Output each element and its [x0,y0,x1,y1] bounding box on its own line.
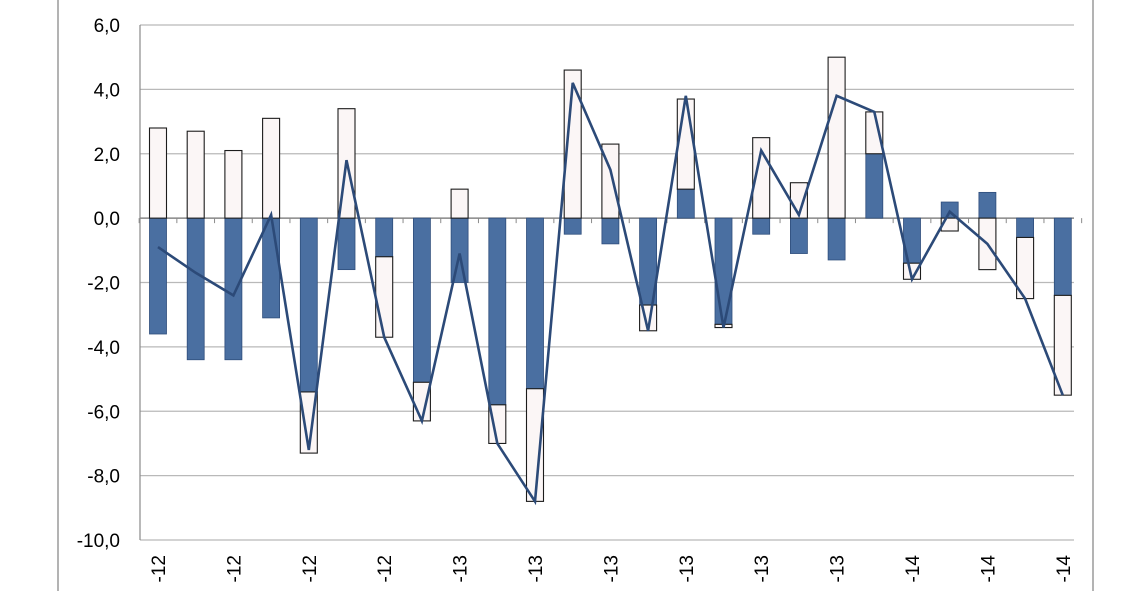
x-tick-label: -12 [375,555,396,582]
gridlines [140,24,1074,541]
x-tick-label: -13 [601,555,622,582]
bar-series-2 [186,130,205,219]
bar-series-1 [1016,217,1034,238]
x-tick-label: -13 [526,555,547,582]
x-tick-label: -14 [1054,555,1075,583]
x-tick-label: -13 [677,555,698,582]
trend-line-series [157,82,1065,506]
bar-series-1 [601,217,620,245]
bar-series-1 [526,217,544,390]
y-tick-label: 0,0 [94,209,120,230]
x-tick-label: -14 [903,555,924,583]
x-tick-label: -13 [451,555,472,582]
bar-series-1 [337,217,356,271]
bar-series-1 [676,188,695,219]
bar-series-2 [450,188,469,219]
bar-series-1 [262,217,281,319]
bar-series-1 [827,217,846,261]
bar-series-1 [1053,217,1072,296]
bar-series-2 [148,127,168,219]
bar-series-2 [563,69,582,219]
bar-series-1 [149,217,167,335]
bar-series-1 [412,217,431,383]
bar-series-2 [224,149,243,219]
bar-series-1 [375,217,394,258]
bar-series-1 [752,217,771,235]
bar-series-1 [450,217,469,283]
x-tick-label: -12 [300,555,321,582]
x-tick-label: -12 [149,555,170,582]
bar-series-1 [224,217,243,361]
bar-series-1 [790,217,808,254]
line-series-path [157,82,1065,506]
bar-series-1 [563,217,582,235]
bars [148,56,1072,502]
bar-series-1 [186,217,205,361]
y-tick-label: -8,0 [87,467,120,488]
x-tick-label: -12 [224,555,245,582]
x-tick-label: -14 [978,555,999,583]
y-tick-label: 4,0 [94,80,120,101]
x-tick-label: -13 [752,555,773,582]
bar-series-1 [978,191,997,219]
y-tick-label: -10,0 [77,531,120,552]
bar-series-1 [714,217,733,325]
bar-series-2 [676,98,695,190]
tick-labels: 6,0 4,0 2,0 0,0 -2,0 -4,0 -6,0 -8,0 -10,0 -12 -12 -… [77,16,1075,582]
y-tick-label: -4,0 [87,338,120,359]
x-tick-label: -13 [828,555,849,582]
y-tick-label: 2,0 [94,145,120,166]
y-tick-label: 6,0 [94,16,120,37]
bar-series-1 [865,153,884,219]
bar-series-1 [488,217,507,406]
y-tick-label: -2,0 [87,274,120,295]
bar-series-1 [299,217,318,393]
bar-series-2 [375,256,394,338]
bar-series-2 [827,56,846,219]
bar-series-2 [262,117,281,219]
y-tick-label: -6,0 [87,402,120,423]
